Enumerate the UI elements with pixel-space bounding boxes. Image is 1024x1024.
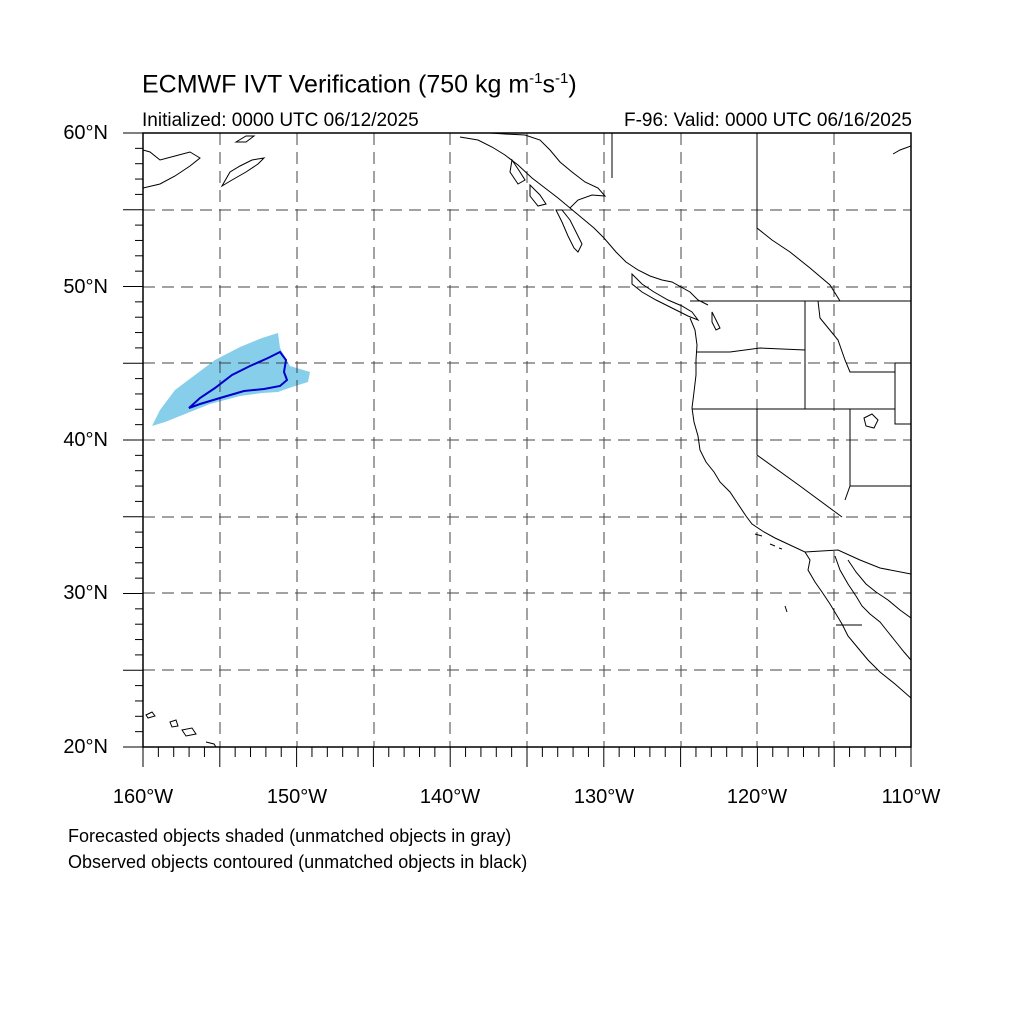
lat-label-20: 20°N <box>63 736 108 758</box>
initialized-time: Initialized: 0000 UTC 06/12/2025 <box>142 110 419 131</box>
axis-ticks <box>123 132 912 767</box>
footer-line-1: Forecasted objects shaded (unmatched obj… <box>68 826 512 846</box>
lat-label-30: 30°N <box>63 582 108 604</box>
graticule <box>143 133 911 747</box>
coastlines <box>143 133 911 747</box>
lon-label-160w: 160°W <box>112 786 174 808</box>
lon-label-130w: 130°W <box>573 786 635 808</box>
state-borders <box>611 133 911 626</box>
chart-title: ECMWF IVT Verification (750 kg m-1s-1) <box>142 70 577 99</box>
lat-label-40: 40°N <box>63 429 108 451</box>
lon-label-140w: 140°W <box>419 786 481 808</box>
footer-line-2: Observed objects contoured (unmatched ob… <box>68 852 528 872</box>
observed-object-contour <box>188 350 289 409</box>
lat-label-60: 60°N <box>63 122 108 144</box>
lon-label-110w: 110°W <box>881 786 941 808</box>
lat-label-50: 50°N <box>63 276 108 298</box>
lon-label-120w: 120°W <box>726 786 788 808</box>
lon-label-150w: 150°W <box>266 786 328 808</box>
valid-time: F-96: Valid: 0000 UTC 06/16/2025 <box>624 110 912 131</box>
